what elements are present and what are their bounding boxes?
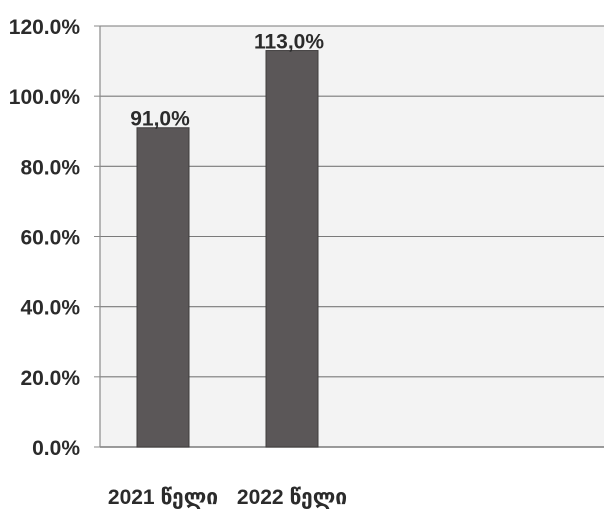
x-category-label: 2021 წელი <box>108 486 218 509</box>
y-tick-label: 40.0% <box>20 297 80 320</box>
bar <box>136 127 190 448</box>
y-axis-ticks: 0.0% 20.0% 40.0% 60.0% 80.0% 100.0% 120.0% <box>9 16 100 460</box>
y-tick-label: 100.0% <box>9 86 81 109</box>
bars <box>136 50 319 448</box>
x-category-label: 2022 წელი <box>237 486 347 509</box>
bar-value-label: 113,0% <box>254 31 324 54</box>
y-tick-label: 20.0% <box>20 367 80 390</box>
value-labels: 91,0% 113,0% <box>130 31 324 131</box>
y-tick-label: 120.0% <box>9 16 81 39</box>
bar <box>265 50 319 448</box>
y-tick-label: 80.0% <box>20 156 80 179</box>
y-tick-label: 0.0% <box>32 437 80 460</box>
y-tick-label: 60.0% <box>20 227 80 250</box>
x-axis-categories: 2021 წელი 2022 წელი <box>108 486 347 509</box>
bar-value-label: 91,0% <box>130 108 190 131</box>
